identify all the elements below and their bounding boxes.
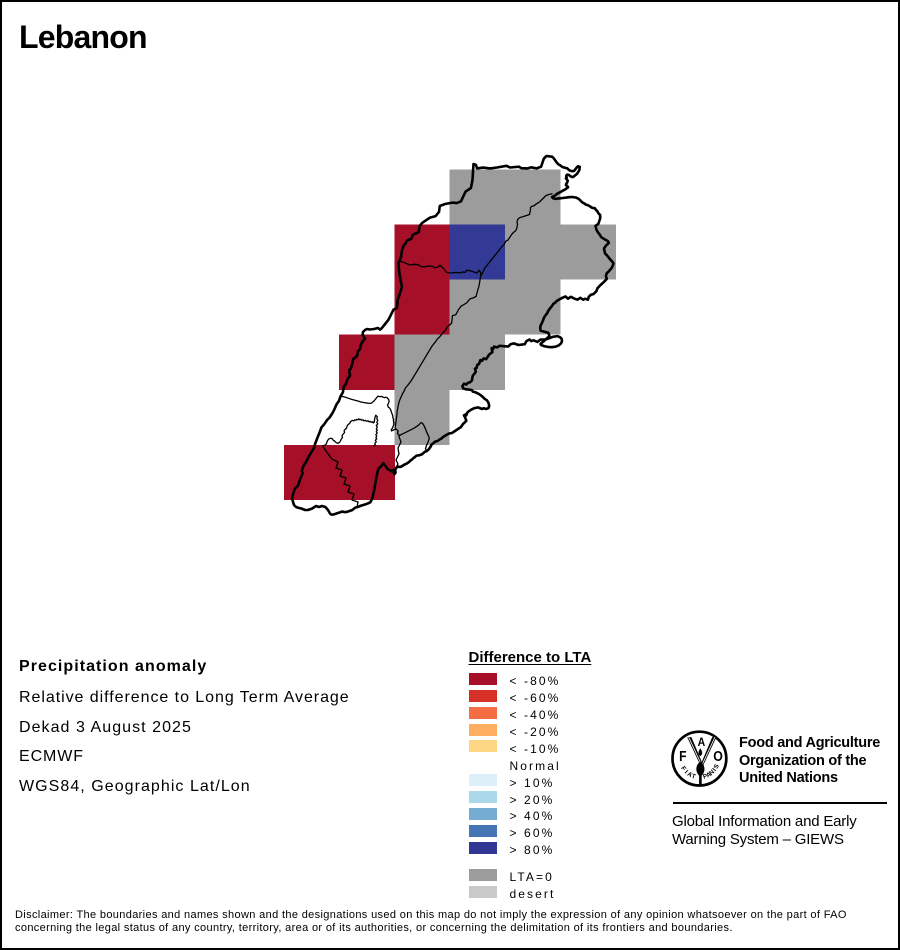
svg-text:O: O: [713, 749, 723, 765]
svg-text:I: I: [711, 767, 718, 773]
svg-text:F: F: [679, 749, 687, 765]
svg-text:A: A: [698, 737, 706, 749]
svg-text:S: S: [713, 763, 721, 770]
svg-text:P: P: [702, 773, 709, 781]
svg-text:F: F: [679, 765, 687, 772]
svg-text:A: A: [705, 771, 713, 780]
svg-text:N: N: [708, 768, 716, 777]
svg-text:T: T: [691, 773, 697, 781]
svg-text:A: A: [686, 771, 694, 780]
svg-text:I: I: [683, 769, 689, 775]
